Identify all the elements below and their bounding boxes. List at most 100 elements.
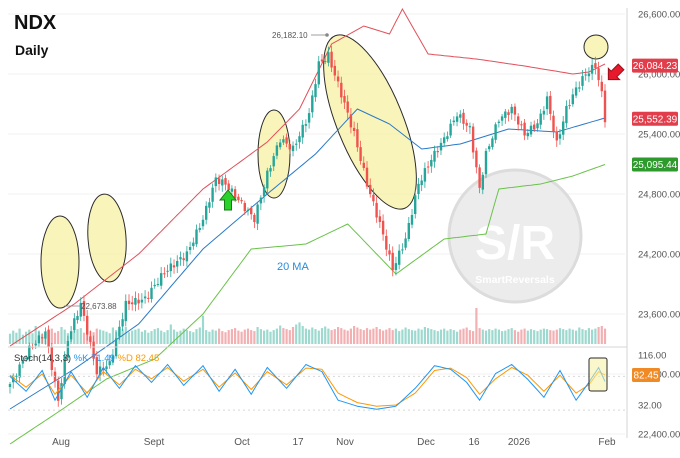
volume-bar: [362, 330, 365, 344]
volume-bar: [333, 329, 336, 344]
candle: [8, 382, 12, 394]
volume-bar: [584, 330, 587, 344]
candle: [246, 207, 250, 216]
volume-bar: [394, 328, 397, 344]
candle: [31, 343, 34, 350]
price-tag: 26,084.23: [632, 58, 678, 73]
candle: [224, 174, 227, 191]
volume-bar: [182, 328, 185, 344]
volume-bar: [337, 327, 340, 344]
volume-bar: [25, 331, 28, 344]
price-tick-label: 26,600.00: [638, 10, 680, 21]
volume-bar: [549, 330, 552, 344]
candle: [102, 361, 105, 376]
candle: [95, 351, 98, 381]
candle: [134, 291, 137, 312]
volume-bar: [156, 328, 159, 344]
price-tag: 25,552.39: [632, 111, 678, 126]
candle: [410, 209, 414, 229]
candle: [192, 237, 195, 250]
candle: [597, 61, 600, 87]
volume-bar: [291, 327, 295, 344]
volume-bar: [369, 329, 372, 344]
volume-bar: [446, 330, 449, 344]
volume-bar: [108, 333, 111, 344]
volume-bar: [420, 329, 423, 344]
candle: [295, 139, 298, 151]
volume-bar: [465, 327, 468, 344]
volume-bar: [311, 327, 314, 344]
candle: [324, 55, 327, 65]
time-tick-label: Dec: [417, 437, 435, 448]
volume-bar: [189, 331, 192, 344]
candle: [44, 327, 47, 345]
candle: [398, 244, 401, 270]
volume-bar: [423, 327, 426, 344]
volume-bar: [15, 332, 18, 344]
candle: [372, 188, 375, 206]
stoch-k-line: [9, 363, 606, 410]
volume-bar: [127, 332, 131, 344]
candle: [536, 118, 539, 132]
candle: [182, 252, 185, 267]
volume-bar: [433, 330, 436, 344]
candle: [307, 108, 311, 129]
price-tick-label: 24,800.00: [638, 190, 680, 201]
volume-bar: [523, 328, 526, 344]
volume-bar: [208, 331, 211, 344]
volume-bar: [288, 330, 291, 344]
candle: [256, 202, 259, 231]
volume-bar: [285, 329, 288, 344]
candle: [491, 136, 494, 150]
volume-bar: [452, 330, 455, 344]
volume-bar: [513, 330, 516, 344]
candle: [172, 259, 176, 274]
time-tick-label: 2026: [508, 437, 531, 448]
volume-bar: [221, 331, 224, 344]
candle: [69, 326, 73, 343]
volume-bar: [449, 329, 452, 344]
candle: [259, 195, 263, 210]
volume-bar: [562, 329, 565, 344]
volume-bar: [472, 331, 475, 344]
candle: [430, 154, 433, 173]
volume-bar: [227, 330, 230, 344]
volume-bar: [417, 328, 420, 344]
candle: [179, 251, 182, 266]
candle: [475, 147, 478, 174]
candle: [118, 320, 121, 341]
volume-bar: [600, 326, 603, 344]
volume-bar: [388, 328, 391, 344]
stoch-d-line: [9, 366, 606, 407]
volume-bar: [134, 329, 137, 344]
candle: [587, 67, 591, 83]
stoch-panel: 116.00 32.00 Stoch(14,3,3) %K 71.49 %D 82.…: [8, 351, 666, 412]
watermark-name: SmartReversals: [475, 274, 555, 286]
volume-bar: [526, 330, 529, 344]
candle: [462, 108, 465, 130]
candle: [217, 174, 221, 191]
volume-bar: [259, 329, 262, 344]
volume-bar: [12, 330, 15, 344]
candle: [452, 116, 455, 126]
volume-bar: [60, 327, 63, 344]
volume-bar: [79, 328, 82, 344]
volume-bar: [166, 330, 169, 344]
series-line: [9, 7, 606, 347]
volume-bar: [50, 328, 53, 344]
watermark-badge: [447, 168, 583, 304]
candle: [365, 161, 369, 190]
volume-bar: [275, 328, 278, 344]
volume-bar: [575, 330, 578, 344]
volume-bar: [250, 330, 253, 344]
volume-bar: [558, 328, 562, 344]
time-tick-label: Aug: [52, 437, 70, 448]
highlight-ellipse: [323, 34, 417, 210]
volume-bar: [95, 328, 98, 344]
candle: [147, 291, 150, 303]
candle: [504, 108, 507, 124]
candle: [594, 56, 597, 75]
chart-title: NDX: [14, 12, 57, 34]
candle: [243, 200, 246, 215]
volume-bar: [295, 324, 298, 344]
